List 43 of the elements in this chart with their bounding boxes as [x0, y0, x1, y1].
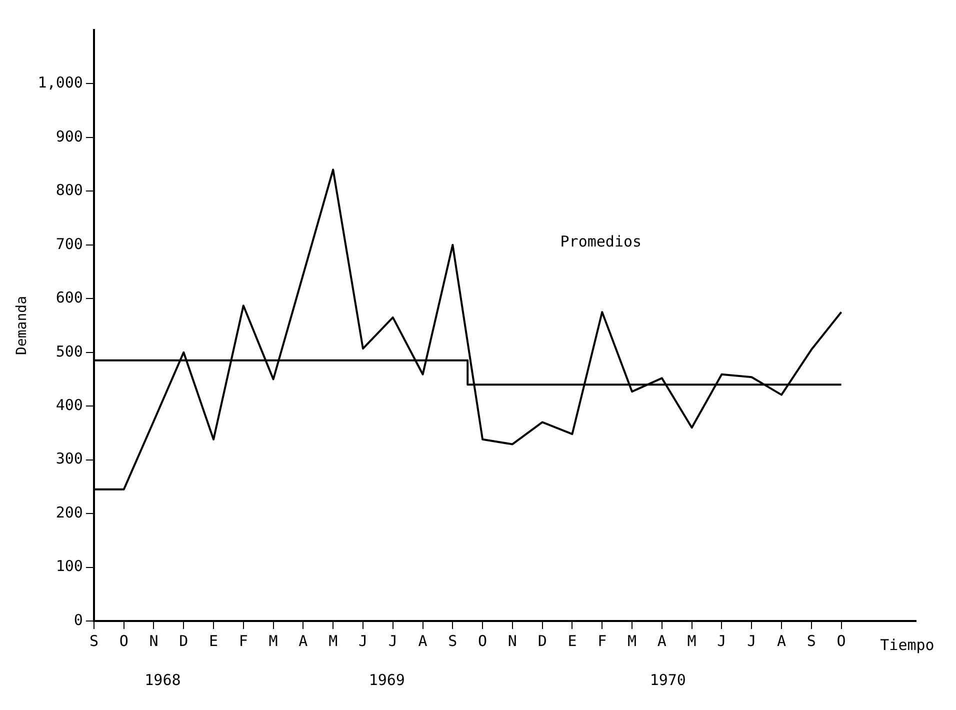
x-tick-label: M: [687, 632, 696, 650]
x-tick-label: E: [209, 632, 218, 650]
x-tick-label: M: [328, 632, 338, 650]
text: 1970: [650, 670, 686, 689]
x-tick-label: J: [747, 632, 756, 650]
y-tick-label: 500: [56, 342, 83, 360]
y-tick-label: 700: [56, 234, 83, 253]
x-tick-label: S: [448, 632, 458, 650]
annotation: Promedios: [560, 232, 642, 251]
y-axis-title: Demanda: [14, 296, 30, 356]
x-tick-label: J: [358, 632, 368, 650]
x-tick-label: S: [89, 632, 98, 650]
x-tick-label: D: [179, 632, 188, 650]
x-tick-label: M: [268, 632, 278, 650]
y-tick-label: 200: [56, 503, 83, 522]
x-tick-label: N: [149, 632, 158, 650]
x-tick-label: N: [508, 632, 517, 650]
x-axis-title: Tiempo: [880, 636, 934, 654]
y-tick-label: 100: [56, 557, 83, 576]
x-tick-label: A: [298, 632, 308, 650]
text: 1968: [144, 670, 181, 689]
text: 1969: [368, 670, 405, 689]
y-tick-label: 0: [74, 610, 83, 629]
x-tick-label: M: [628, 632, 637, 650]
x-tick-label: A: [418, 632, 428, 650]
x-tick-label: S: [806, 632, 816, 650]
x-tick-label: A: [776, 632, 786, 650]
x-tick-label: F: [598, 632, 607, 650]
y-tick-label: 800: [56, 181, 83, 200]
x-tick-label: F: [238, 632, 248, 650]
x-tick-label: J: [717, 632, 726, 650]
x-tick-label: O: [836, 632, 846, 650]
x-tick-label: E: [568, 632, 577, 650]
x-tick-label: A: [657, 632, 666, 650]
y-tick-label: 900: [56, 127, 83, 146]
y-tick-label: 400: [56, 396, 83, 414]
y-tick-label: 600: [56, 288, 83, 307]
y-tick-label: 1,000: [38, 74, 83, 92]
y-tick-label: 300: [56, 450, 83, 468]
x-tick-label: J: [388, 632, 398, 650]
x-tick-label: D: [538, 632, 547, 650]
x-tick-label: O: [119, 632, 128, 650]
x-tick-label: O: [478, 632, 488, 650]
